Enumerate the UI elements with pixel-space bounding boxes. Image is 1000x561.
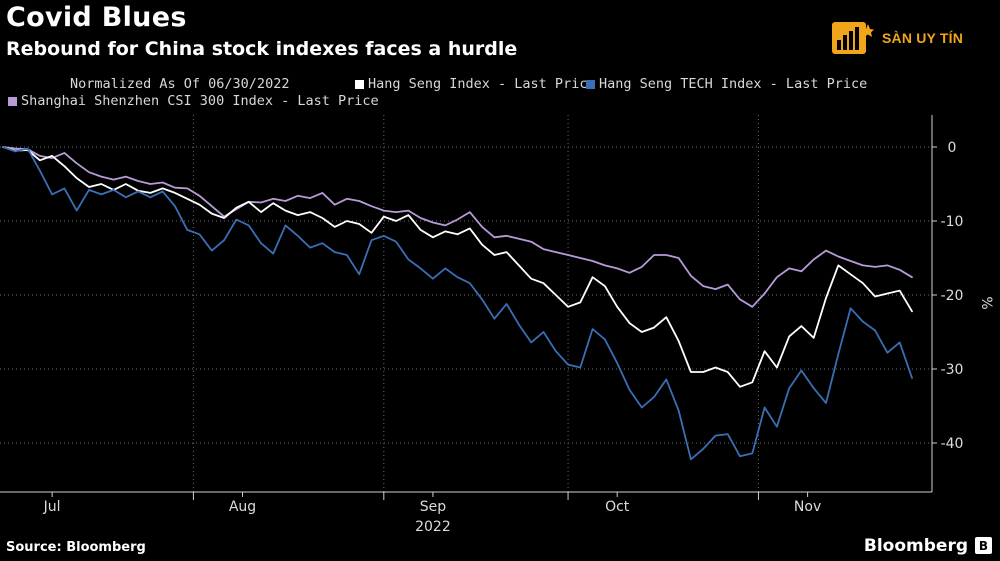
y-tick-label: -20 [941,288,964,304]
series-line-0 [2,146,913,308]
legend-swatch [8,96,17,106]
source-note: Source: Bloomberg [6,540,146,555]
x-tick-label: Sep [420,499,447,515]
legend-item-hang-seng: Hang Seng Index - Last Price [355,76,596,92]
series-line-1 [2,146,913,388]
y-tick-label: -30 [941,362,964,378]
chart-subtitle: Rebound for China stock indexes faces a … [6,38,518,60]
bloomberg-icon: B [975,537,992,554]
chart-title: Covid Blues [6,2,187,33]
x-tick-label: Oct [605,499,630,515]
x-tick-label: Nov [794,499,821,515]
legend-label: Hang Seng TECH Index - Last Price [599,76,868,92]
legend-note-text: Normalized As Of 06/30/2022 [70,76,290,92]
logo-chart-icon [832,20,874,56]
legend: Normalized As Of 06/30/2022 Hang Seng In… [0,74,1000,114]
legend-swatch [355,79,364,89]
brand-wordmark: Bloomberg [863,536,968,556]
y-tick-label: -10 [941,214,964,230]
legend-label: Hang Seng Index - Last Price [368,76,596,92]
legend-item-hang-seng-tech: Hang Seng TECH Index - Last Price [586,76,867,92]
logo-text: SÀN UY TÍN [882,30,964,46]
legend-swatch [586,79,595,89]
y-axis-label: % [978,296,994,309]
series-line-2 [2,146,913,461]
y-tick-label: 0 [948,140,957,156]
x-year-label: 2022 [415,519,451,535]
x-tick-label: Aug [229,499,256,515]
y-tick-label: -40 [941,436,964,452]
watermark-logo: SÀN UY TÍN [832,20,963,56]
legend-label: Shanghai Shenzhen CSI 300 Index - Last P… [21,93,379,109]
x-tick-label: Jul [43,499,61,515]
legend-note: Normalized As Of 06/30/2022 [70,76,289,92]
legend-item-csi300: Shanghai Shenzhen CSI 300 Index - Last P… [8,93,379,109]
